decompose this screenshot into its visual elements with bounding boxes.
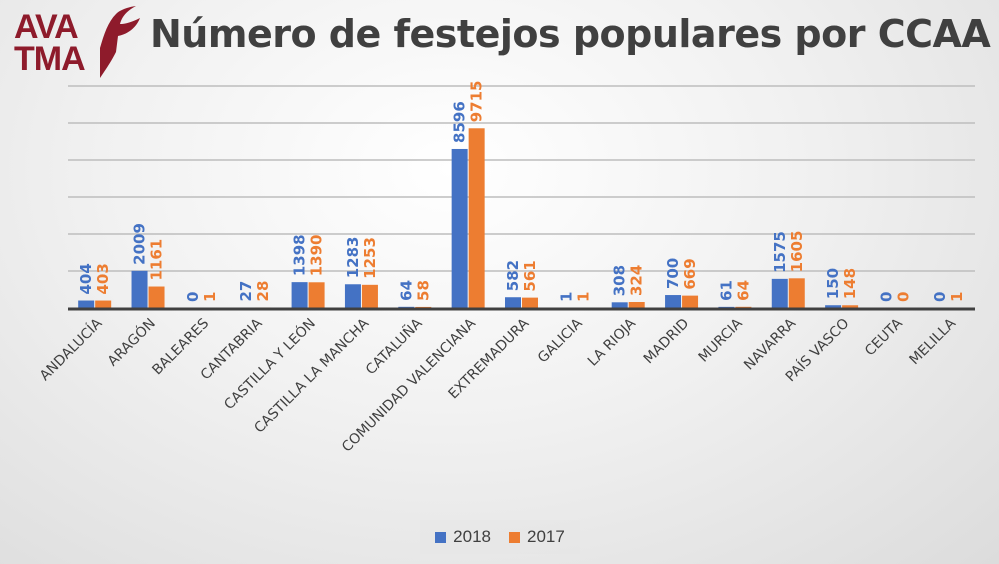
legend-item-2017[interactable]: 2017 [509, 527, 565, 547]
data-label-2018: 150 [824, 268, 842, 299]
data-label-2018: 64 [397, 280, 415, 301]
bar-2017 [468, 128, 485, 308]
data-label-2018: 308 [611, 265, 629, 296]
data-label-2017: 0 [894, 292, 912, 302]
bar-2018 [611, 302, 628, 308]
data-label-2017: 9715 [468, 81, 486, 123]
bar-2017 [308, 282, 325, 308]
data-label-2017: 1161 [148, 239, 166, 281]
legend: 2018 2017 [420, 520, 580, 554]
bar-2017 [628, 302, 645, 308]
bar-2018 [344, 284, 361, 308]
bar-2018 [131, 270, 148, 308]
category-label: LA RIOJA [585, 315, 639, 369]
data-label-2017: 1 [948, 292, 966, 302]
category-label: MADRID [641, 316, 693, 368]
data-label-2018: 1575 [771, 231, 789, 273]
data-label-2017: 148 [841, 268, 859, 299]
bar-2017 [735, 306, 752, 308]
category-label: ANDALUCÍA [36, 315, 106, 385]
bar-2018 [291, 282, 308, 308]
bar-2017 [95, 300, 112, 308]
data-label-2018: 27 [237, 281, 255, 302]
data-label-2018: 0 [931, 292, 949, 302]
legend-swatch-2017 [509, 531, 520, 543]
bar-2018 [825, 305, 842, 308]
bar-2017 [788, 278, 805, 308]
bar-2018 [505, 297, 521, 308]
data-label-2017: 28 [254, 281, 272, 302]
bar-2018 [398, 306, 415, 308]
chart-title: Número de festejos populares por CCAA [150, 12, 991, 56]
bar-2017 [842, 305, 859, 308]
legend-label-2018: 2018 [453, 527, 491, 546]
bar-2018 [451, 148, 468, 308]
logo-text-line1: AVA [14, 8, 79, 46]
legend-label-2017: 2017 [527, 527, 565, 546]
data-label-2017: 403 [94, 263, 112, 294]
bull-icon [100, 6, 140, 78]
data-label-2017: 58 [414, 280, 432, 301]
category-label: GALICIA [535, 315, 586, 366]
category-label: CASTILLA Y LEÓN [220, 314, 319, 413]
bar-2017 [522, 297, 538, 308]
legend-item-2018[interactable]: 2018 [435, 527, 491, 547]
data-label-2017: 1605 [788, 231, 806, 273]
data-label-2018: 1 [557, 292, 575, 302]
category-label: MELILLA [907, 315, 960, 368]
bar-2018 [718, 306, 735, 308]
category-label: ARAGÓN [103, 314, 158, 369]
data-label-2017: 324 [628, 265, 646, 296]
logo-text-line2: TMA [14, 40, 86, 78]
data-label-2018: 0 [877, 292, 895, 302]
bar-2018 [771, 278, 788, 308]
data-label-2018: 2009 [131, 223, 149, 265]
data-label-2018: 1398 [291, 234, 309, 276]
data-label-2017: 1 [574, 292, 592, 302]
bar-2018 [78, 300, 95, 308]
data-label-2017: 64 [734, 280, 752, 301]
data-label-2018: 404 [77, 263, 95, 294]
data-label-2018: 61 [717, 280, 735, 301]
avatma-logo: AVA TMA [12, 4, 142, 80]
bar-2017 [682, 295, 699, 308]
data-label-2018: 582 [504, 260, 522, 291]
data-label-2017: 1390 [308, 235, 326, 277]
bar-2017 [415, 306, 432, 308]
category-label: MURCIA [696, 315, 746, 365]
data-label-2018: 1283 [344, 237, 362, 279]
data-label-2018: 8596 [451, 101, 469, 143]
bar-2018 [665, 295, 682, 308]
data-label-2017: 1 [201, 292, 219, 302]
data-label-2017: 669 [681, 258, 699, 289]
data-label-2018: 700 [664, 258, 682, 289]
data-label-2018: 0 [184, 292, 202, 302]
legend-swatch-2018 [435, 531, 447, 543]
data-label-2017: 561 [521, 260, 539, 291]
data-label-2017: 1253 [361, 237, 379, 279]
bar-2017 [361, 284, 378, 308]
category-label: CEUTA [862, 315, 906, 359]
bar-2017 [148, 286, 165, 308]
